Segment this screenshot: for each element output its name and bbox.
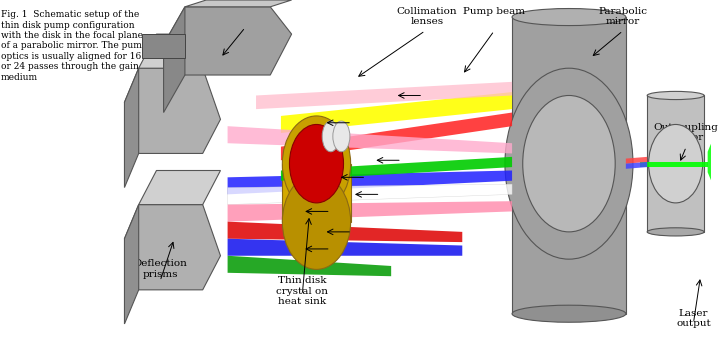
Text: Thin disk
crystal on
heat sink: Thin disk crystal on heat sink xyxy=(277,276,328,306)
Polygon shape xyxy=(164,7,185,113)
Text: Parabolic
mirror: Parabolic mirror xyxy=(599,7,647,26)
Text: Pump beam: Pump beam xyxy=(463,7,526,16)
Polygon shape xyxy=(227,170,512,194)
Polygon shape xyxy=(185,0,292,7)
Polygon shape xyxy=(626,157,647,164)
Polygon shape xyxy=(227,201,512,222)
Polygon shape xyxy=(227,239,463,256)
Ellipse shape xyxy=(322,121,340,152)
Text: Outcoupling
mirror: Outcoupling mirror xyxy=(654,123,719,142)
Ellipse shape xyxy=(512,9,626,26)
Polygon shape xyxy=(626,162,647,169)
Polygon shape xyxy=(647,95,704,232)
Polygon shape xyxy=(139,170,221,205)
Ellipse shape xyxy=(282,174,350,269)
Polygon shape xyxy=(282,164,350,222)
Text: Collimation
lenses: Collimation lenses xyxy=(397,7,457,26)
Polygon shape xyxy=(281,157,512,181)
Ellipse shape xyxy=(523,95,615,232)
Text: Fig. 1  Schematic setup of the
thin disk pump configuration
with the disk in the: Fig. 1 Schematic setup of the thin disk … xyxy=(1,10,148,81)
Text: Optical
fiber: Optical fiber xyxy=(227,7,264,26)
Polygon shape xyxy=(164,7,292,75)
Polygon shape xyxy=(281,113,512,160)
Polygon shape xyxy=(512,17,626,314)
Polygon shape xyxy=(227,126,512,153)
Polygon shape xyxy=(139,34,221,68)
Ellipse shape xyxy=(647,91,704,100)
Polygon shape xyxy=(125,68,139,188)
Polygon shape xyxy=(640,162,707,167)
Polygon shape xyxy=(227,256,391,276)
Polygon shape xyxy=(142,34,185,58)
Ellipse shape xyxy=(282,116,350,211)
Polygon shape xyxy=(125,68,221,153)
Polygon shape xyxy=(125,205,139,324)
Text: Laser
output: Laser output xyxy=(676,309,711,328)
Ellipse shape xyxy=(290,124,343,203)
Text: Deflection
prisms: Deflection prisms xyxy=(133,259,187,279)
Polygon shape xyxy=(707,143,711,181)
Polygon shape xyxy=(125,205,221,290)
Polygon shape xyxy=(281,92,512,133)
Polygon shape xyxy=(227,184,512,205)
Ellipse shape xyxy=(512,305,626,322)
Ellipse shape xyxy=(505,68,633,259)
Polygon shape xyxy=(227,222,463,242)
Polygon shape xyxy=(256,82,512,109)
Ellipse shape xyxy=(647,228,704,236)
Ellipse shape xyxy=(649,124,703,203)
Ellipse shape xyxy=(333,121,350,152)
